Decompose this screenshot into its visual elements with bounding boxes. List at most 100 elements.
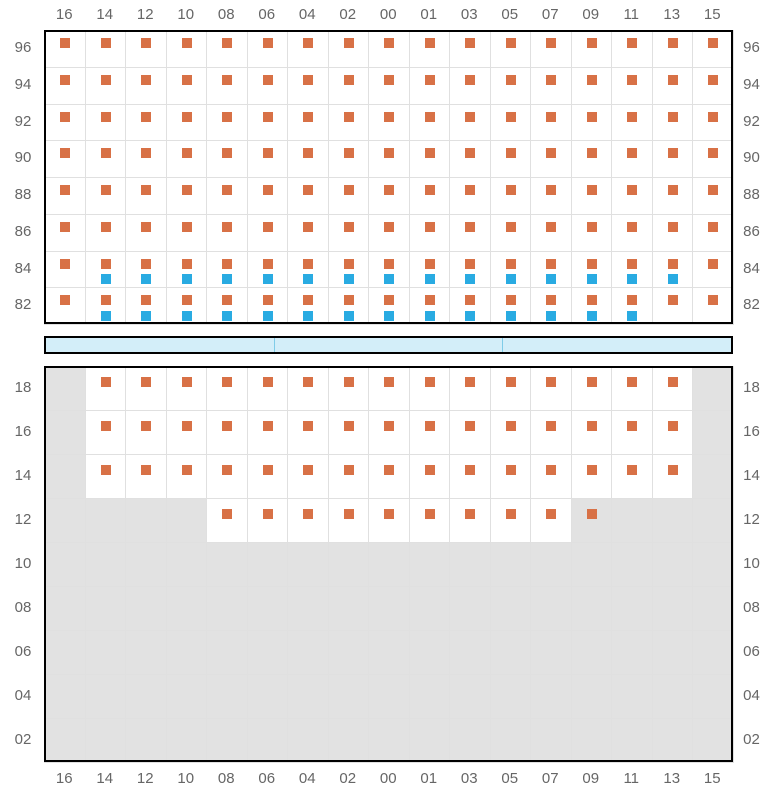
- marker-orange: [303, 75, 313, 85]
- grid-cell: [45, 141, 86, 178]
- marker-orange: [425, 222, 435, 232]
- grid-cell: [450, 675, 491, 719]
- marker-orange: [222, 465, 232, 475]
- grid-cell: [490, 499, 531, 543]
- grid-cell: [328, 455, 369, 499]
- grid-cell: [652, 288, 693, 325]
- marker-orange: [384, 112, 394, 122]
- axis-label: 14: [737, 454, 760, 498]
- grid-cell: [166, 288, 207, 325]
- marker-orange: [60, 185, 70, 195]
- marker-orange: [60, 75, 70, 85]
- divider-segment: [275, 338, 504, 352]
- grid-cell: [369, 104, 410, 141]
- marker-orange: [101, 222, 111, 232]
- marker-orange: [303, 185, 313, 195]
- grid-cell: [531, 499, 572, 543]
- grid-cell: [45, 411, 86, 455]
- grid-cell: [207, 543, 248, 587]
- marker-orange: [708, 259, 718, 269]
- marker-blue: [182, 274, 192, 284]
- axis-label: 00: [368, 768, 409, 790]
- marker-orange: [222, 38, 232, 48]
- grid-cell: [409, 719, 450, 763]
- marker-orange: [141, 185, 151, 195]
- axis-label: 06: [8, 630, 38, 674]
- grid-cell: [166, 675, 207, 719]
- grid-cell: [531, 587, 572, 631]
- axis-label: 14: [85, 768, 126, 790]
- grid-cell: [612, 455, 653, 499]
- grid-cell: [126, 104, 167, 141]
- marker-orange: [506, 465, 516, 475]
- grid-cell: [409, 214, 450, 251]
- marker-orange: [546, 75, 556, 85]
- grid-cell: [166, 367, 207, 411]
- grid-cell: [288, 587, 329, 631]
- grid-cell: [328, 719, 369, 763]
- grid-cell: [369, 367, 410, 411]
- grid-cell: [126, 288, 167, 325]
- grid-cell: [328, 251, 369, 288]
- marker-orange: [182, 38, 192, 48]
- marker-blue: [627, 274, 637, 284]
- axis-label: 12: [737, 498, 760, 542]
- grid-cell: [652, 543, 693, 587]
- grid-cell: [126, 499, 167, 543]
- axis-label: 12: [125, 4, 166, 26]
- axis-label: 02: [8, 718, 38, 762]
- grid-cell: [612, 178, 653, 215]
- marker-orange: [587, 112, 597, 122]
- grid-cell: [369, 141, 410, 178]
- axis-label: 10: [166, 768, 207, 790]
- divider-segment: [503, 338, 731, 352]
- marker-orange: [101, 259, 111, 269]
- marker-orange: [182, 75, 192, 85]
- grid-cell: [693, 411, 734, 455]
- axis-label: 03: [449, 768, 490, 790]
- grid-cell: [207, 587, 248, 631]
- marker-orange: [506, 377, 516, 387]
- marker-orange: [263, 222, 273, 232]
- grid-cell: [288, 499, 329, 543]
- marker-orange: [425, 185, 435, 195]
- marker-orange: [425, 148, 435, 158]
- marker-blue: [546, 311, 556, 321]
- grid-cell: [450, 455, 491, 499]
- marker-orange: [182, 421, 192, 431]
- grid-cell: [328, 631, 369, 675]
- marker-orange: [668, 222, 678, 232]
- marker-orange: [263, 377, 273, 387]
- axis-label: 08: [737, 586, 760, 630]
- grid-cell: [166, 178, 207, 215]
- grid-cell: [207, 631, 248, 675]
- marker-blue: [465, 311, 475, 321]
- marker-orange: [344, 465, 354, 475]
- grid-cell: [369, 288, 410, 325]
- grid-cell: [328, 67, 369, 104]
- marker-blue: [101, 311, 111, 321]
- axis-label: 01: [409, 768, 450, 790]
- grid-cell: [85, 455, 126, 499]
- marker-orange: [344, 148, 354, 158]
- marker-orange: [263, 38, 273, 48]
- marker-orange: [587, 75, 597, 85]
- marker-orange: [384, 295, 394, 305]
- marker-blue: [303, 274, 313, 284]
- grid-cell: [652, 104, 693, 141]
- grid-cell: [328, 141, 369, 178]
- grid-cell: [166, 455, 207, 499]
- grid-cell: [288, 411, 329, 455]
- grid-cell: [247, 104, 288, 141]
- marker-orange: [344, 377, 354, 387]
- axis-label: 18: [8, 366, 38, 410]
- axis-label: 12: [125, 768, 166, 790]
- marker-orange: [587, 509, 597, 519]
- grid-cell: [693, 499, 734, 543]
- marker-orange: [344, 295, 354, 305]
- axis-label: 08: [8, 586, 38, 630]
- grid-cell: [126, 141, 167, 178]
- axis-label: 02: [328, 768, 369, 790]
- marker-orange: [263, 465, 273, 475]
- marker-orange: [627, 295, 637, 305]
